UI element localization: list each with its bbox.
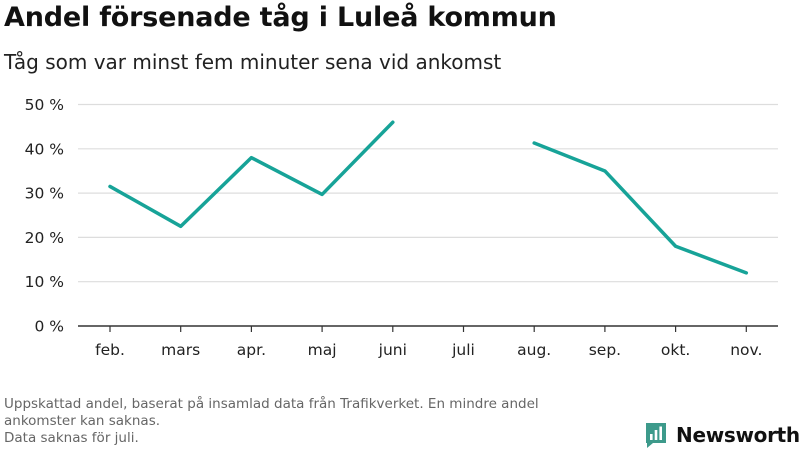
- y-tick-label: 40 %: [25, 140, 64, 158]
- brand-name: Newsworthy: [676, 423, 800, 447]
- series-line: [108, 120, 395, 229]
- y-tick-label: 0 %: [34, 318, 64, 336]
- newsworthy-logo-icon: [646, 423, 666, 448]
- x-tick-label: juli: [451, 341, 475, 359]
- footnote-line-3: Data saknas för juli.: [4, 430, 139, 446]
- y-tick-label: 10 %: [25, 273, 64, 291]
- x-tick-label: okt.: [661, 341, 690, 359]
- x-tick-label: feb.: [95, 341, 125, 359]
- chart-subtitle: Tåg som var minst fem minuter sena vid a…: [4, 50, 502, 74]
- chart-title: Andel försenade tåg i Luleå kommun: [4, 2, 557, 33]
- grid-layer: [78, 103, 778, 283]
- y-tick-label: 20 %: [25, 229, 64, 247]
- series-layer: [108, 120, 749, 275]
- x-tick-label: nov.: [730, 341, 762, 359]
- y-tick-label: 50 %: [25, 96, 64, 114]
- footnote-line-1: Uppskattad andel, baserat på insamlad da…: [4, 396, 539, 412]
- y-axis-labels: 0 % 10 % 20 % 30 % 40 % 50 %: [25, 96, 64, 336]
- x-tick-label: mars: [161, 341, 200, 359]
- x-axis: feb. mars apr. maj juni juli aug. sep. okt. nov.: [78, 325, 778, 359]
- x-tick-label: juni: [378, 341, 407, 359]
- brand-logo: Newsworthy: [644, 420, 800, 450]
- x-tick-label: maj: [308, 341, 337, 359]
- footnote: Uppskattad andel, baserat på insamlad da…: [4, 396, 644, 447]
- series-line: [532, 141, 749, 275]
- x-tick-label: aug.: [517, 341, 551, 359]
- footnote-line-2: ankomster kan saknas.: [4, 413, 161, 429]
- line-chart: 0 % 10 % 20 % 30 % 40 % 50 % feb. mars apr. maj j…: [25, 96, 778, 359]
- x-tick-label: apr.: [237, 341, 266, 359]
- y-tick-label: 30 %: [25, 185, 64, 203]
- x-tick-label: sep.: [589, 341, 621, 359]
